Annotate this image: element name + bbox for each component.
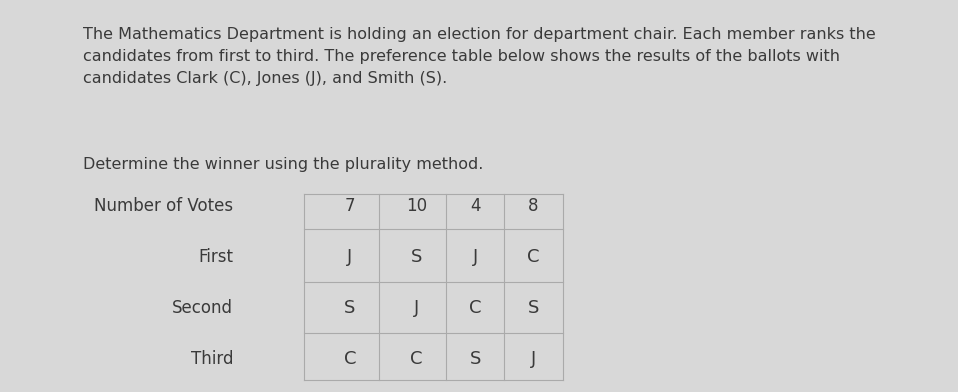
Text: 7: 7 [345, 197, 355, 215]
Text: C: C [344, 350, 356, 368]
Text: C: C [527, 248, 539, 266]
Text: S: S [528, 299, 539, 317]
Text: 10: 10 [406, 197, 427, 215]
Text: Third: Third [191, 350, 234, 368]
Text: J: J [414, 299, 420, 317]
Text: S: S [469, 350, 481, 368]
Text: J: J [472, 248, 478, 266]
Text: Second: Second [172, 299, 234, 317]
Text: The Mathematics Department is holding an election for department chair. Each mem: The Mathematics Department is holding an… [83, 27, 877, 85]
Text: S: S [411, 248, 422, 266]
Text: 8: 8 [528, 197, 538, 215]
Text: J: J [348, 248, 353, 266]
Text: Determine the winner using the plurality method.: Determine the winner using the plurality… [83, 157, 484, 172]
Text: First: First [198, 248, 234, 266]
Text: C: C [410, 350, 423, 368]
Text: C: C [468, 299, 481, 317]
Text: J: J [531, 350, 536, 368]
Text: Number of Votes: Number of Votes [94, 197, 234, 215]
Text: S: S [344, 299, 355, 317]
Text: 4: 4 [469, 197, 480, 215]
